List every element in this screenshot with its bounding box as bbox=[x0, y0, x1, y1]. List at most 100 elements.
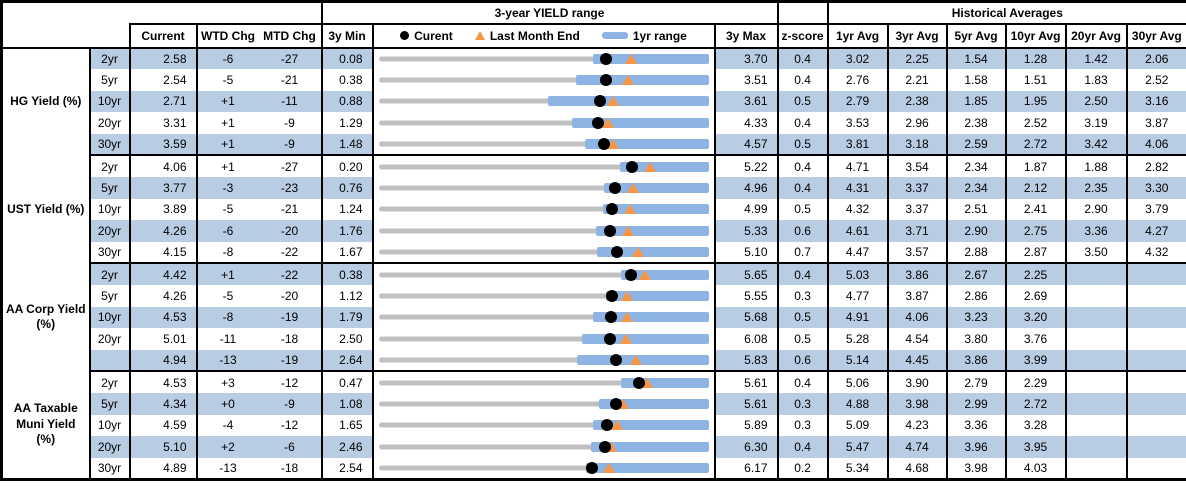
range-chart-cell bbox=[371, 457, 715, 481]
chart-legend: Curent Last Month End 1yr range bbox=[371, 23, 715, 49]
tenor-cell: 10yr bbox=[88, 414, 130, 437]
zscore-cell: 0.4 bbox=[776, 112, 828, 134]
current-cell: 4.34 bbox=[128, 393, 197, 415]
3y-range-track bbox=[378, 422, 709, 428]
col-header-wtd-chg: WTD Chg bbox=[195, 22, 259, 49]
col-header-30yr-avg: 30yr Avg bbox=[1125, 23, 1186, 49]
avg-cell: 2.59 bbox=[945, 133, 1006, 157]
table-row: 10yr 2.71 +1 -11 0.88 3.61 0.5 2.79 2.38 1.85 1.95… bbox=[2, 90, 1186, 113]
range-chart-cell bbox=[371, 371, 715, 393]
1yr-range-bar bbox=[592, 53, 709, 64]
avg-cell: 2.38 bbox=[886, 90, 947, 113]
range-chart-cell bbox=[371, 90, 715, 113]
1yr-range-bar bbox=[582, 334, 709, 345]
max-3y-cell: 4.57 bbox=[713, 133, 778, 157]
avg-cell: 5.34 bbox=[826, 457, 888, 481]
avg-cell: 4.06 bbox=[1125, 133, 1186, 157]
avg-cell: 2.38 bbox=[945, 112, 1006, 134]
avg-cell: 1.28 bbox=[1004, 47, 1066, 70]
current-dot-icon bbox=[633, 376, 646, 389]
legend-lme-label: Last Month End bbox=[489, 28, 580, 43]
max-3y-cell: 5.33 bbox=[713, 220, 778, 242]
wtd-chg-cell: +3 bbox=[195, 371, 259, 393]
current-cell: 4.26 bbox=[128, 220, 197, 242]
tenor-cell: 30yr bbox=[88, 457, 130, 481]
avg-cell: 2.82 bbox=[1125, 155, 1186, 178]
max-3y-cell: 5.61 bbox=[713, 393, 778, 415]
avg-cell: 2.50 bbox=[1064, 90, 1127, 113]
table-row: UST Yield (%) 2yr 4.06 +1 -27 0.20 5.22 0.4 4.71… bbox=[1, 155, 1186, 264]
avg-cell: 3.37 bbox=[886, 198, 947, 221]
corner-cell bbox=[1, 23, 130, 49]
min-3y-cell: 1.76 bbox=[320, 220, 373, 242]
last-month-end-triangle-icon bbox=[620, 334, 633, 345]
current-dot-icon bbox=[603, 333, 616, 346]
avg-cell: 2.34 bbox=[945, 177, 1006, 199]
min-3y-cell: 1.67 bbox=[320, 241, 373, 265]
wtd-chg-cell: -13 bbox=[195, 457, 259, 481]
range-chart bbox=[378, 156, 709, 177]
zscore-cell: 0.4 bbox=[776, 436, 828, 458]
avg-cell: 2.52 bbox=[1125, 69, 1186, 91]
avg-cell: 3.20 bbox=[1004, 306, 1066, 329]
legend-1yr-range: 1yr range bbox=[601, 29, 687, 43]
mtd-chg-cell: -12 bbox=[280, 418, 299, 433]
range-chart-cell bbox=[371, 436, 715, 458]
zscore-cell: 0.3 bbox=[776, 393, 828, 415]
avg-cell: 3.86 bbox=[886, 263, 947, 286]
wtd-chg-cell: -13 bbox=[195, 349, 259, 373]
avg-cell: 3.36 bbox=[945, 414, 1006, 437]
tenor-cell: 5yr bbox=[88, 285, 130, 307]
last-month-end-triangle-icon bbox=[627, 182, 640, 193]
avg-cell: 2.79 bbox=[945, 371, 1006, 393]
avg-cell bbox=[1064, 285, 1127, 307]
zscore-cell: 0.4 bbox=[776, 155, 828, 178]
avg-cell: 4.77 bbox=[826, 285, 888, 307]
tenor-cell: 2yr bbox=[88, 263, 130, 286]
3y-range-track bbox=[378, 357, 709, 363]
min-3y-cell: 0.47 bbox=[320, 371, 373, 393]
wtd-chg-cell: +1 bbox=[195, 90, 259, 113]
range-chart bbox=[378, 328, 709, 350]
current-dot-icon bbox=[625, 268, 638, 281]
legend-current-label: Curent bbox=[414, 28, 453, 43]
tenor-cell: 10yr bbox=[88, 90, 130, 113]
mtd-chg-cell: -21 bbox=[280, 72, 299, 87]
table-row: 4.94 -13 -19 2.64 5.83 0.6 5.14 4.45 3.86 3.99 bbox=[2, 349, 1186, 373]
range-chart bbox=[378, 307, 709, 329]
current-dot-icon bbox=[609, 397, 622, 410]
avg-cell: 4.32 bbox=[1125, 241, 1186, 265]
avg-cell: 3.81 bbox=[826, 133, 888, 157]
table-row: 20yr 5.01 -11 -18 2.50 6.08 0.5 5.28 4.54 3.80 3.7… bbox=[2, 328, 1186, 350]
avg-cell: 1.95 bbox=[1004, 90, 1066, 113]
avg-cell: 3.19 bbox=[1064, 112, 1127, 134]
1yr-range-bar bbox=[585, 462, 709, 473]
avg-cell: 5.28 bbox=[826, 328, 888, 350]
table-row: AA Corp Yield (%) 2yr 4.42 +1 -22 0.38 5.65 0.4 5… bbox=[1, 263, 1186, 372]
table-row: 5yr 2.54 -5 -21 0.38 3.51 0.4 2.76 2.21 1.58 1.51 1… bbox=[2, 69, 1186, 91]
avg-cell: 3.02 bbox=[826, 47, 888, 70]
range-chart bbox=[378, 134, 709, 154]
last-month-end-triangle-icon bbox=[630, 355, 643, 366]
mtd-chg-cell: -18 bbox=[258, 457, 322, 481]
avg-cell: 3.54 bbox=[886, 155, 947, 178]
current-dot-icon bbox=[600, 52, 613, 65]
mtd-chg-cell: -18 bbox=[280, 332, 299, 347]
max-3y-cell: 5.55 bbox=[713, 285, 778, 307]
3y-range-track bbox=[378, 249, 709, 255]
avg-cell: 1.42 bbox=[1064, 47, 1127, 70]
avg-cell: 2.35 bbox=[1064, 177, 1127, 199]
avg-cell bbox=[1064, 263, 1127, 286]
avg-cell: 2.75 bbox=[1004, 220, 1066, 242]
3y-range-track bbox=[378, 77, 709, 83]
avg-cell bbox=[1125, 328, 1186, 350]
legend-current: Curent bbox=[400, 29, 453, 43]
current-dot-icon bbox=[606, 289, 619, 302]
avg-cell: 2.06 bbox=[1125, 47, 1186, 70]
zscore-spacer bbox=[777, 1, 828, 25]
zscore-cell: 0.2 bbox=[776, 457, 828, 481]
range-chart bbox=[378, 393, 709, 415]
col-header-1yr-avg: 1yr Avg bbox=[826, 23, 888, 49]
3y-range-track bbox=[378, 314, 709, 320]
range-chart-cell bbox=[371, 47, 715, 70]
